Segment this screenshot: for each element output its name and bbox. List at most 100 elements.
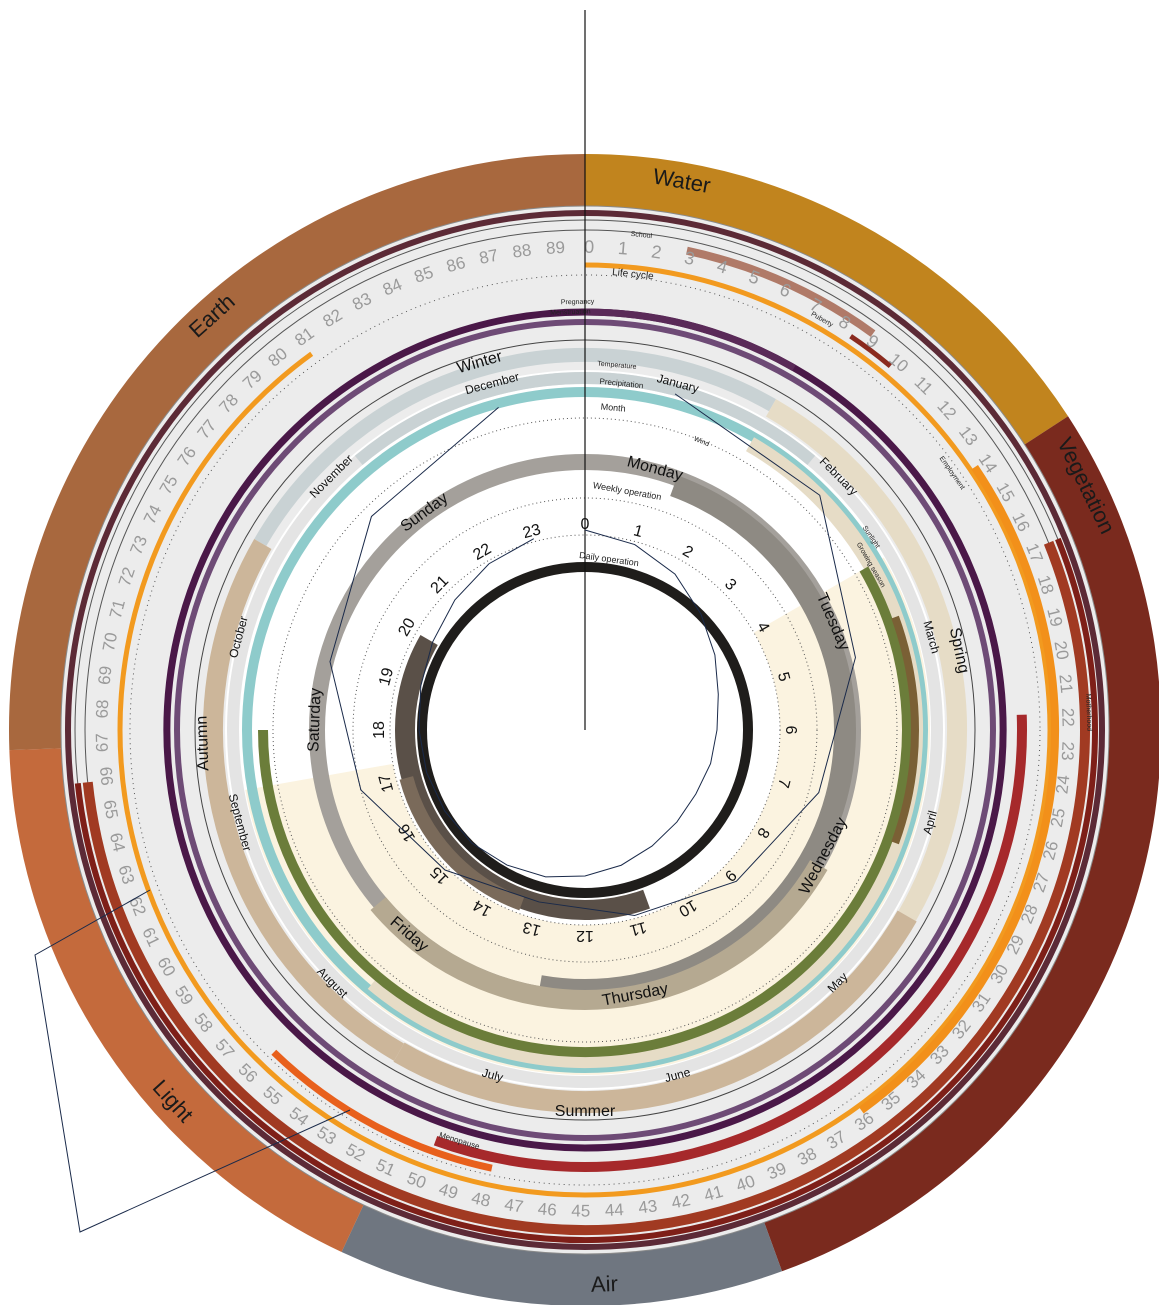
age-label: 70 <box>99 631 121 653</box>
season-label-summer: Summer <box>555 1103 616 1120</box>
month-label: July <box>480 1065 504 1084</box>
season-band-autumn <box>203 539 405 1061</box>
age-label: 72 <box>115 565 139 589</box>
age-label: 87 <box>478 245 500 267</box>
element-band-light <box>9 748 364 1253</box>
age-label: 20 <box>1050 639 1072 661</box>
hour-label: 5 <box>774 670 793 683</box>
element-band-vegetation <box>764 416 1159 1272</box>
hour-label: 18 <box>371 721 388 739</box>
element-band-air <box>341 1204 782 1305</box>
age-label: 19 <box>1043 606 1066 629</box>
hour-label: 19 <box>376 666 397 688</box>
hour-label: 1 <box>632 522 645 541</box>
growing-brown <box>891 615 919 845</box>
hour-label: 12 <box>576 927 594 944</box>
hour-label: 14 <box>470 896 494 920</box>
motherhood-bar <box>433 714 1027 1173</box>
pregnancy-ring <box>163 308 1007 1152</box>
weekly-band-mid <box>370 859 828 1010</box>
hour-label: 20 <box>395 615 419 639</box>
age-label: 63 <box>114 863 138 887</box>
daily-work-band-2 <box>399 776 525 911</box>
life-orange-band <box>117 262 1053 1198</box>
hour-label: 13 <box>521 918 543 939</box>
month-ring-label: Month <box>600 402 626 414</box>
age-label: 44 <box>604 1200 624 1220</box>
age-label: 69 <box>95 665 116 686</box>
menopause-bar <box>271 1049 493 1172</box>
employment-bar-dark <box>74 537 1098 1244</box>
hour-label: 16 <box>395 821 419 845</box>
daily-dotted-ring <box>389 534 781 926</box>
age-label: 71 <box>106 598 129 621</box>
pointer-line <box>34 889 351 1233</box>
season-label-autumn: Autumn <box>193 715 212 771</box>
age-label: 18 <box>1034 573 1058 597</box>
season-band-spring <box>765 399 967 921</box>
monthly-curve <box>329 393 856 916</box>
age-label: 89 <box>545 238 565 258</box>
hour-label: 22 <box>470 540 494 564</box>
temperature-label: Temperature <box>597 361 637 371</box>
age-label: 65 <box>100 798 122 820</box>
age-label: 24 <box>1052 774 1073 795</box>
employment-bar <box>82 540 1090 1235</box>
age-label: 42 <box>670 1190 692 1212</box>
menstruation-ring <box>174 319 996 1142</box>
age-label: 68 <box>93 699 113 719</box>
hour-label: 23 <box>521 521 543 542</box>
pregnancy-label: Pregnancy <box>561 299 595 307</box>
hour-label: 6 <box>782 726 799 735</box>
age-label: 47 <box>503 1195 525 1217</box>
season-band-summer <box>393 910 917 1113</box>
age-label: 48 <box>470 1188 493 1211</box>
age-label: 64 <box>106 831 129 854</box>
life-cycle-label: Life cycle <box>612 267 655 282</box>
age-dotted-ring <box>129 274 1041 1186</box>
weekday-label: Saturday <box>305 688 324 753</box>
age-label: 67 <box>92 733 111 752</box>
element-band-water <box>584 154 1069 445</box>
hour-label: 7 <box>774 777 793 790</box>
hour-label: 10 <box>676 896 700 920</box>
age-label: 25 <box>1047 807 1069 829</box>
temperature-band <box>227 372 943 1089</box>
motherhood-label: Motherhood <box>1084 694 1092 732</box>
life-wine-band <box>65 210 1105 1251</box>
age-label: 3 <box>683 247 697 269</box>
weekly-ring <box>309 454 861 1010</box>
month-label: April <box>920 809 940 836</box>
sunlight-band <box>367 437 923 1068</box>
age-label: 26 <box>1039 839 1062 862</box>
orange-peak-bar <box>858 464 1059 1114</box>
age-label: 0 <box>584 237 594 257</box>
element-label-air: Air <box>590 1271 618 1297</box>
growing-band <box>258 566 912 1057</box>
menstruation-label: Menstruation <box>550 308 591 316</box>
puberty-bar <box>849 334 892 369</box>
age-label: 45 <box>571 1201 590 1220</box>
month-label: June <box>663 1065 692 1085</box>
school-label: School <box>630 231 653 240</box>
age-label: 86 <box>444 253 467 276</box>
age-label: 88 <box>511 240 532 261</box>
lines <box>34 10 856 1233</box>
age-label: 21 <box>1055 673 1076 694</box>
month-dotted-ring <box>272 417 898 1043</box>
weekly-band-dark <box>537 475 856 1001</box>
age-label: 22 <box>1058 708 1077 727</box>
age-label: 46 <box>537 1199 557 1219</box>
life-cycle-bars <box>74 246 1098 1244</box>
age-label: 27 <box>1029 871 1053 895</box>
age-label: 1 <box>617 238 629 259</box>
age-label: 43 <box>637 1196 658 1217</box>
age-label: 2 <box>650 241 663 262</box>
hour-label: 11 <box>628 918 649 939</box>
school-bar <box>686 246 876 337</box>
pregnancy-inner <box>584 308 796 372</box>
age-label: 49 <box>437 1179 461 1203</box>
months-ring <box>227 372 943 1089</box>
age-label: 23 <box>1058 741 1078 761</box>
